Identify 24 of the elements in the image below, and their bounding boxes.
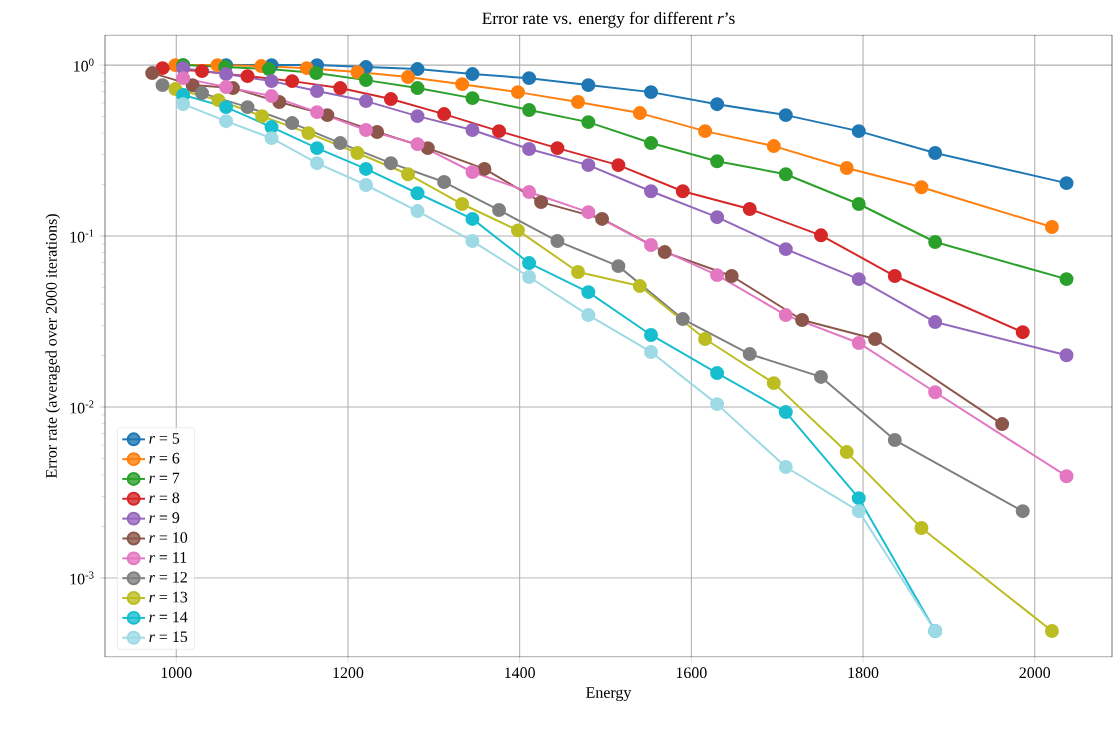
legend-label: r = 9	[149, 512, 180, 524]
legend-label: r = 12	[149, 571, 187, 583]
x-axis-title: Energy	[586, 687, 632, 702]
chart-title: Error rate vs. energy for different r’s	[482, 11, 735, 28]
y-tick-label: 10$^{-3}$	[70, 571, 94, 585]
legend-label: r = 7	[149, 472, 180, 484]
x-tick-label: 1000	[161, 667, 192, 679]
y-tick-label: 10$^{-2}$	[70, 400, 94, 414]
legend-label: r = 10	[149, 532, 188, 543]
legend-label: r = 15	[149, 631, 188, 643]
x-tick-label: 1400	[505, 667, 535, 679]
y-tick-label: 10$^{0}$	[74, 58, 94, 72]
x-tick-label: 1200	[333, 667, 364, 679]
legend-label: r = 11	[149, 552, 187, 563]
y-tick-label: 10$^{-1}$	[70, 229, 94, 243]
x-tick-label: 1800	[848, 667, 879, 679]
legend-label: r = 14	[149, 611, 188, 623]
x-tick-label: 1600	[676, 667, 707, 679]
legend-label: r = 5	[149, 433, 180, 444]
legend-label: r = 8	[149, 492, 180, 504]
y-axis-title: Error rate (averaged over 2000 iterations)	[45, 214, 61, 479]
legend-label: r = 6	[149, 452, 180, 464]
x-tick-label: 2000	[1019, 667, 1051, 679]
legend-label: r = 13	[149, 591, 188, 603]
